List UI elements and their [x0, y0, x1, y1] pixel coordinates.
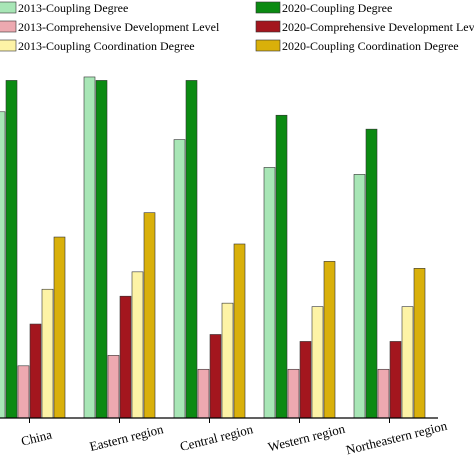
bar: [53, 236, 66, 419]
bar: [221, 302, 234, 419]
x-tick-label: Northeastern region: [344, 418, 449, 458]
legend-label: 2020-Coupling Coordination Degree: [282, 39, 459, 53]
legend-swatch: [0, 20, 17, 33]
legend-label: 2020-Coupling Degree: [282, 1, 392, 15]
bar: [29, 323, 42, 419]
bar: [17, 365, 30, 419]
x-tick-label: Eastern region: [88, 421, 165, 454]
bar: [107, 355, 120, 419]
bar: [0, 111, 6, 419]
legend: 2013-Coupling Degree 2020-Coupling Degree…: [0, 1, 474, 53]
bar: [119, 295, 132, 419]
bar: [275, 114, 288, 419]
bar: [353, 174, 366, 419]
bar: [83, 76, 96, 419]
bar: [287, 368, 300, 419]
legend-label: 2013-Comprehensive Development Level: [18, 20, 220, 34]
x-tick-label: China: [20, 427, 54, 449]
x-tick-labels: China Eastern region Central region Western…: [20, 418, 449, 458]
bar: [143, 212, 156, 419]
bars: [0, 76, 426, 419]
bar: [413, 268, 426, 419]
bar: [185, 80, 198, 419]
bar: [311, 306, 324, 419]
legend-label: 2020-Comprehensive Development Level: [282, 20, 474, 34]
bar: [173, 139, 186, 419]
bar: [299, 341, 312, 419]
bar: [197, 368, 210, 419]
legend-swatch: [255, 39, 281, 52]
bar: [233, 243, 246, 419]
legend-swatch: [255, 20, 281, 33]
bar: [365, 128, 378, 419]
x-tick-label: Central region: [178, 421, 255, 454]
legend-swatch: [255, 1, 281, 14]
bar: [41, 288, 54, 419]
bar: [263, 167, 276, 419]
bar: [209, 334, 222, 419]
legend-label: 2013-Coupling Coordination Degree: [18, 39, 195, 53]
bar: [401, 306, 414, 419]
bar: [5, 80, 18, 419]
legend-swatch: [0, 39, 17, 52]
bar: [323, 261, 336, 419]
x-tick-label: Western region: [266, 421, 347, 455]
bar: [131, 271, 144, 419]
bar: [389, 341, 402, 419]
bar: [377, 368, 390, 419]
legend-swatch: [0, 1, 17, 14]
legend-label: 2013-Coupling Degree: [18, 1, 128, 15]
bar: [95, 80, 108, 419]
